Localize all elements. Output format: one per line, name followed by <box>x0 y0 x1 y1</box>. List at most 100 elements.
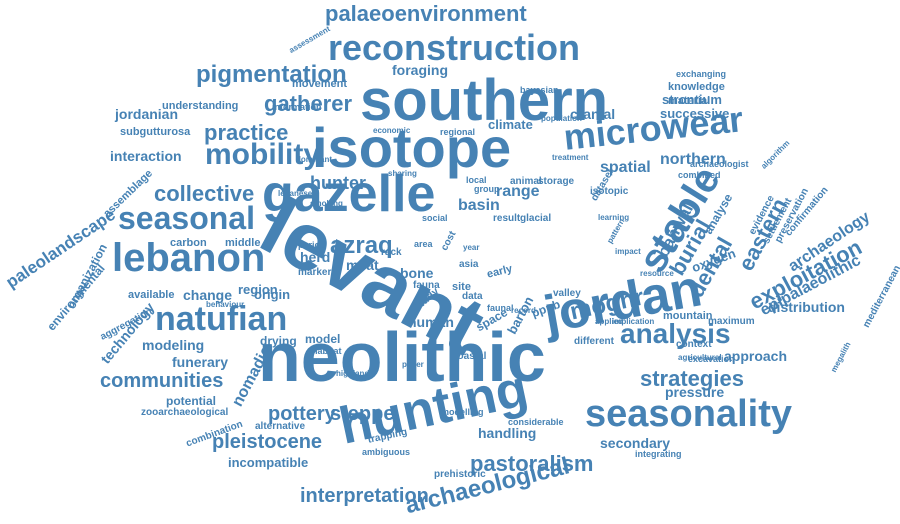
cloud-word: result <box>493 213 521 224</box>
cloud-word: algorithm <box>759 138 792 171</box>
cloud-word: early <box>485 262 514 281</box>
cloud-word: southern <box>360 68 609 133</box>
cloud-word: pottery <box>268 403 336 425</box>
cloud-word: environmental <box>44 261 108 334</box>
cloud-word: movement <box>292 78 348 90</box>
cloud-word: drying <box>260 334 297 348</box>
cloud-word: behaviour <box>206 300 245 309</box>
cloud-word: modeling <box>142 337 205 353</box>
cloud-word: highland <box>336 369 370 378</box>
cloud-word: secondary <box>600 435 671 451</box>
cloud-word: group <box>474 184 500 194</box>
cloud-word: alternative <box>255 421 306 432</box>
cloud-word: excavation <box>688 354 735 364</box>
cloud-word: valley <box>553 288 581 299</box>
cloud-word: zooarchaeological <box>141 407 229 418</box>
cloud-word: human <box>408 314 454 330</box>
cloud-word: mobility <box>205 138 321 171</box>
cloud-word: resource <box>640 269 674 278</box>
cloud-word: ambiguous <box>362 447 411 457</box>
cloud-word: jordanian <box>115 106 179 122</box>
cloud-word: northern <box>660 151 726 168</box>
cloud-word: origin <box>254 287 291 302</box>
cloud-word: interpretation <box>300 485 429 507</box>
cloud-word: bone <box>400 265 434 281</box>
cloud-word: integrating <box>635 449 682 459</box>
cloud-word: approach <box>724 348 788 364</box>
cloud-word: handling <box>478 425 537 441</box>
cloud-word: storage <box>538 176 575 187</box>
cloud-word: treatment <box>552 153 589 162</box>
cloud-word: collective <box>154 181 255 206</box>
cloud-word: regional <box>440 127 476 137</box>
cloud-word: learning <box>598 213 630 222</box>
cloud-word: material <box>668 95 711 107</box>
cloud-word: meat <box>346 257 379 273</box>
cloud-word: pigmentation <box>196 61 347 88</box>
cloud-word: bayesian <box>520 85 559 95</box>
cloud-word: fauna <box>413 280 440 291</box>
cloud-word: year <box>463 243 480 252</box>
cloud-word: practice <box>204 120 289 145</box>
cloud-word: seasonality <box>585 393 792 435</box>
cloud-word: site <box>452 281 471 293</box>
cloud-word: reconstruction <box>328 27 581 68</box>
cloud-word: foraging <box>392 62 448 78</box>
cloud-word: gazelle <box>262 165 436 223</box>
cloud-word: interaction <box>110 148 182 164</box>
cloud-word: palaeoenvironment <box>325 1 527 26</box>
cloud-word: animal <box>510 176 542 187</box>
cloud-word: period <box>298 240 326 250</box>
cloud-word: strontium <box>662 92 722 107</box>
cloud-word: marker <box>298 267 332 278</box>
cloud-word: potential <box>166 394 216 408</box>
cloud-word: record <box>511 306 536 315</box>
cloud-word: steppe <box>330 403 395 425</box>
cloud-word: mountain <box>663 310 713 322</box>
cloud-word: pressure <box>665 384 725 400</box>
cloud-word: different <box>574 336 614 347</box>
cloud-word: asia <box>459 259 479 270</box>
cloud-word: dominant <box>296 155 332 164</box>
cloud-word: cost <box>439 229 459 253</box>
cloud-word: population <box>541 114 582 123</box>
cloud-word: paper <box>402 360 424 369</box>
cloud-word: faunal <box>487 303 514 313</box>
cloud-word: climate <box>488 117 533 132</box>
cloud-word: considerable <box>508 417 564 427</box>
cloud-word: communities <box>100 370 224 392</box>
cloud-word: applied <box>595 317 624 326</box>
cloud-word: combined <box>678 170 721 180</box>
cloud-word: analysis <box>620 318 731 349</box>
cloud-word: cranial <box>570 106 616 122</box>
cloud-word: data <box>462 291 483 302</box>
cloud-word: agricultural <box>678 353 722 362</box>
cloud-word: change <box>183 287 233 303</box>
cloud-word: smoking <box>310 199 343 208</box>
cloud-word: social <box>422 213 448 223</box>
cloud-word: coastal <box>452 351 487 362</box>
cloud-word: economic <box>373 126 411 135</box>
cloud-word: successive <box>660 106 730 121</box>
cloud-word: context <box>676 339 712 350</box>
cloud-word: sharing <box>388 169 417 178</box>
cloud-word: modelling <box>441 407 484 417</box>
cloud-word: range <box>496 183 540 200</box>
cloud-word: assessment <box>287 24 332 55</box>
cloud-word: isotopic <box>590 186 629 197</box>
cloud-word: implication <box>612 317 655 326</box>
cloud-word: azraq <box>330 232 393 259</box>
cloud-word: lebanon <box>112 236 266 280</box>
cloud-word: subgutturosa <box>120 126 191 138</box>
cloud-word: understanding <box>162 100 239 112</box>
cloud-word: pastoralism <box>470 451 594 476</box>
cloud-word: information <box>272 102 322 112</box>
cloud-word: strategies <box>640 366 744 391</box>
cloud-word: funerary <box>172 354 229 370</box>
cloud-word: local <box>466 175 487 185</box>
cloud-word: impact <box>615 247 641 256</box>
cloud-word: mediterranean <box>861 263 900 330</box>
cloud-word: neolithic <box>258 318 546 396</box>
cloud-word: natufian <box>155 300 288 338</box>
